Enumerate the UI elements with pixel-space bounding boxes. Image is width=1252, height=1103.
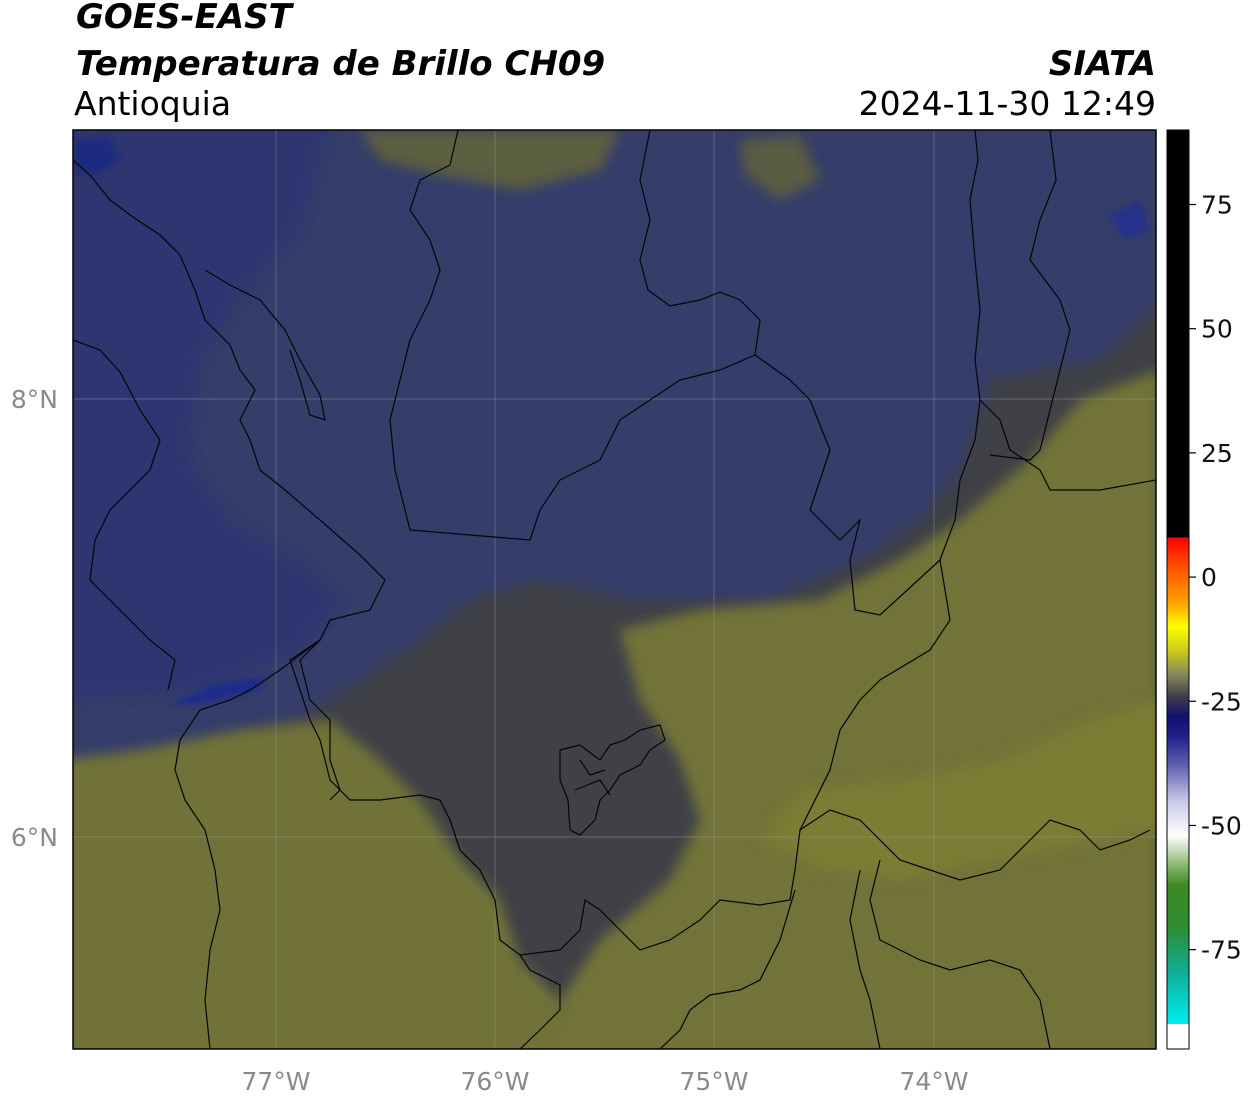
temperature-field [73,130,1156,1049]
colorbar: 75 50 25 0 -25 -50 -75 [1166,129,1242,1050]
lon-tick-labels: 77°W 76°W 75°W 74°W [241,1067,968,1096]
border-east-1 [989,130,1071,461]
olive-region [73,720,593,1049]
satellite-title: GOES-EAST [76,0,292,37]
olive-strip-east [760,701,1156,880]
agency-label: SIATA [1048,44,1156,84]
timestamp-label: 2024-11-30 12:49 [858,84,1156,123]
lon-tick-label: 76°W [460,1067,529,1096]
cold-streak [168,676,265,706]
lat-tick-labels: 8°N 6°N [11,385,58,852]
antioquia-north-border [409,130,459,211]
colorbar-tick-label: 75 [1201,191,1233,220]
border-panama-north [73,339,176,691]
border-south-3 [849,869,881,1049]
colorbar-tick-label: 0 [1201,563,1217,592]
colorbar-tick-label: 25 [1201,439,1233,468]
cold-core-northwest [76,138,120,175]
olive-region-east [560,371,1156,1049]
border-caldas [799,809,1151,881]
lon-tick-label: 74°W [899,1067,968,1096]
border-east-2 [979,399,1156,491]
colorbar-tick-label: -50 [1201,811,1242,840]
map-frame [72,129,1157,1050]
colorbar-tick-label: 50 [1201,315,1233,344]
lon-tick-label: 77°W [241,1067,310,1096]
coastline-west [73,159,386,1049]
medellin-inner-2 [579,759,606,776]
region-label: Antioquia [74,84,232,123]
olive-patch-north [360,130,620,190]
product-title: Temperatura de Brillo CH09 [76,44,606,84]
border-antioquia-south [289,559,951,956]
medellin-metro-outline [559,724,666,836]
colorbar-gradient [1166,129,1190,1050]
gridlines [73,130,1156,1049]
border-uraba-bay [204,269,326,421]
magdalena-river-border [939,130,981,561]
antioquia-west-border [389,209,941,616]
border-south-1 [659,889,796,1049]
colorbar-tick-label: -75 [1201,936,1242,965]
border-bolivar-cesar [639,130,761,356]
blue-region-west [73,130,340,700]
blue-region [73,130,1156,778]
border-choco [299,639,341,801]
colorbar-ticks: 75 50 25 0 -25 -50 -75 [1189,191,1242,965]
lon-tick-label: 75°W [679,1067,748,1096]
colorbar-tick-label: -25 [1201,687,1242,716]
lat-tick-label: 8°N [11,385,58,414]
boundaries [73,130,1156,1049]
olive-patch-northeast [740,135,820,200]
cold-core-northeast [1110,200,1150,240]
lat-tick-label: 6°N [11,823,58,852]
medellin-inner-1 [574,779,611,796]
border-south-2 [519,954,561,1049]
border-southeast [869,859,1051,1049]
